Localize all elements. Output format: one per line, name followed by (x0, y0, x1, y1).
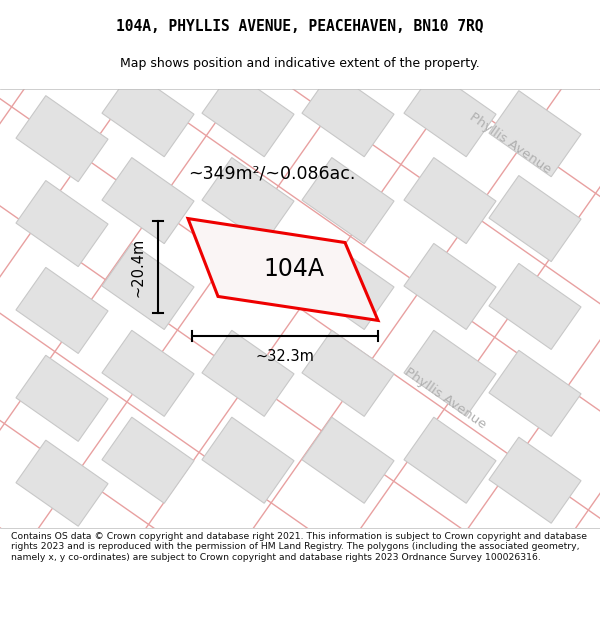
Polygon shape (102, 158, 194, 244)
Text: ~20.4m: ~20.4m (131, 238, 146, 297)
Polygon shape (16, 181, 108, 267)
Text: Map shows position and indicative extent of the property.: Map shows position and indicative extent… (120, 58, 480, 71)
Text: 104A: 104A (264, 258, 325, 281)
Polygon shape (404, 158, 496, 244)
Polygon shape (489, 91, 581, 177)
Polygon shape (302, 71, 394, 157)
Polygon shape (302, 331, 394, 416)
Polygon shape (188, 219, 378, 321)
Polygon shape (16, 440, 108, 526)
Polygon shape (404, 331, 496, 416)
Polygon shape (489, 176, 581, 262)
Polygon shape (202, 71, 294, 157)
Text: Phyllis Avenue: Phyllis Avenue (402, 365, 488, 431)
Polygon shape (404, 243, 496, 329)
Polygon shape (489, 263, 581, 349)
Polygon shape (489, 350, 581, 436)
Polygon shape (102, 243, 194, 329)
Text: 104A, PHYLLIS AVENUE, PEACEHAVEN, BN10 7RQ: 104A, PHYLLIS AVENUE, PEACEHAVEN, BN10 7… (116, 19, 484, 34)
Polygon shape (302, 418, 394, 503)
Polygon shape (302, 158, 394, 244)
Polygon shape (102, 331, 194, 416)
Text: ~349m²/~0.086ac.: ~349m²/~0.086ac. (188, 164, 356, 182)
Polygon shape (202, 158, 294, 244)
Polygon shape (404, 71, 496, 157)
Polygon shape (16, 96, 108, 182)
Polygon shape (202, 331, 294, 416)
Polygon shape (489, 437, 581, 523)
Text: ~32.3m: ~32.3m (256, 349, 314, 364)
Polygon shape (102, 71, 194, 157)
Polygon shape (16, 355, 108, 441)
Text: Contains OS data © Crown copyright and database right 2021. This information is : Contains OS data © Crown copyright and d… (11, 532, 587, 562)
Polygon shape (102, 418, 194, 503)
Polygon shape (202, 418, 294, 503)
Text: Phyllis Avenue: Phyllis Avenue (467, 111, 553, 177)
Polygon shape (16, 268, 108, 354)
Polygon shape (404, 418, 496, 503)
Polygon shape (302, 243, 394, 329)
